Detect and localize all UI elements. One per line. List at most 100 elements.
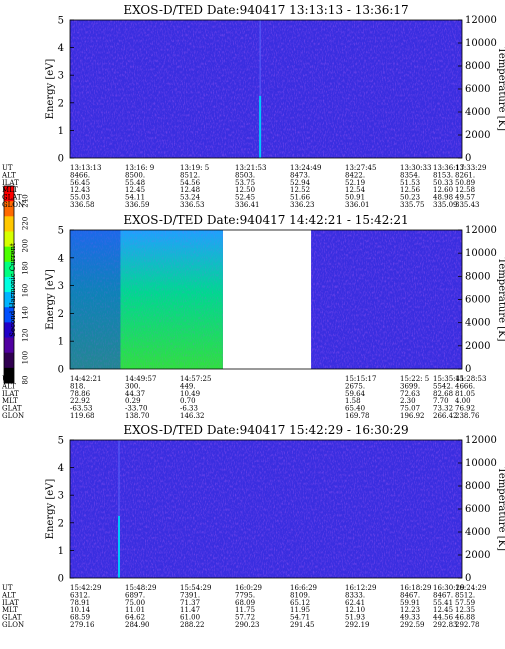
ephemeris-cell: 300. <box>125 382 141 390</box>
colorbar-scale <box>3 185 15 384</box>
y2-tick-label: 2000 <box>465 341 490 352</box>
ephemeris-cell: 8467. <box>433 591 453 599</box>
ephemeris-cell: 71.37 <box>180 599 200 607</box>
ephemeris-cell: 4.00 <box>455 397 471 405</box>
ephemeris-cell: 53.75 <box>235 179 255 187</box>
y-tick-label: 0 <box>58 365 64 376</box>
ephemeris-row-label: GLON <box>2 201 24 209</box>
y2-axis-label: Temperature [K] <box>496 47 505 131</box>
ephemeris-cell: 72.63 <box>400 390 420 398</box>
ephemeris-row-label: MLT <box>2 186 18 194</box>
ephemeris-cell: 49.57 <box>455 194 475 202</box>
colorbar-tick-label: 120 <box>22 329 30 342</box>
ephemeris-table: UTALTILATMLTGLATGLON13:13:138466.56.4512… <box>1 164 486 209</box>
ephemeris-cell: 12.52 <box>290 186 310 194</box>
ephemeris-cell: 3699. <box>400 382 420 390</box>
ephemeris-cell: 55.48 <box>125 179 145 187</box>
ephemeris-cell: 51.53 <box>400 179 420 187</box>
ephemeris-cell: 13:30:33 <box>400 164 431 172</box>
ephemeris-cell: 46.88 <box>455 614 475 622</box>
y2-tick-label: 8000 <box>465 271 490 282</box>
colorbar-swatch <box>4 201 14 217</box>
y2-tick-label: 2000 <box>465 130 490 141</box>
ephemeris-cell: 22.92 <box>70 397 90 405</box>
ephemeris-cell: 335.75 <box>400 201 425 209</box>
ephemeris-cell: 64.62 <box>125 614 145 622</box>
ephemeris-cell: 335.09 <box>433 201 458 209</box>
ephemeris-cell: 12.54 <box>345 186 366 194</box>
ephemeris-cell: 82.68 <box>433 390 453 398</box>
colorbar-swatch <box>4 216 14 232</box>
ephemeris-cell: 238.76 <box>455 412 480 420</box>
left-axis: 0 1 2 3 4 5 Energy [eV] <box>45 226 74 376</box>
y2-tick-label: 0 <box>465 573 471 584</box>
y2-tick-label: 8000 <box>465 481 490 492</box>
ephemeris-cell: 15:28:53 <box>455 375 486 383</box>
ephemeris-cell: 13:13:13 <box>70 164 101 172</box>
colorbar-swatch <box>4 186 14 202</box>
ephemeris-cell: 68.59 <box>70 614 90 622</box>
left-axis: 0 1 2 3 4 5 Energy [eV] <box>45 16 74 165</box>
ephemeris-cell: 57.59 <box>455 599 475 607</box>
ephemeris-cell: 62.41 <box>345 599 365 607</box>
ephemeris-row-label: MLT <box>2 606 18 614</box>
ephemeris-cell: 336.23 <box>290 201 315 209</box>
ephemeris-cell: 8153. <box>433 171 453 179</box>
y2-axis-label: Temperature [K] <box>496 467 505 551</box>
ephemeris-cell: 12.58 <box>455 186 475 194</box>
ephemeris-cell: 12.45 <box>433 606 453 614</box>
heatmap-band-texture <box>70 230 223 369</box>
panel-title: EXOS-D/TED Date:940417 15:42:29 - 16:30:… <box>123 423 408 437</box>
ephemeris-row-label: GLAT <box>2 194 22 202</box>
ephemeris-cell: 13:33:29 <box>455 164 486 172</box>
y2-axis-label: Temperature [K] <box>496 258 505 342</box>
ephemeris-cell: 0.70 <box>180 397 196 405</box>
ephemeris-cell: 0.29 <box>125 397 141 405</box>
ephemeris-cell: 10.49 <box>180 390 200 398</box>
ephemeris-cell: 15:22: 5 <box>400 375 429 383</box>
ephemeris-cell: 12.60 <box>433 186 453 194</box>
ephemeris-cell: 8467. <box>400 591 420 599</box>
colorbar-tick-label: 100 <box>22 351 30 364</box>
ephemeris-cell: 15:42:29 <box>70 584 101 592</box>
ephemeris-cell: 59.91 <box>400 599 420 607</box>
ephemeris-cell: 449. <box>180 382 196 390</box>
ephemeris-cell: 12.23 <box>400 606 420 614</box>
ephemeris-cell: 78.91 <box>70 599 90 607</box>
colorbar-swatch <box>4 231 14 248</box>
y2-tick-label: 8000 <box>465 61 490 72</box>
colorbar: Second Harmonic Current 240 220 200 180 160 1… <box>3 185 30 385</box>
ephemeris-cell: 292.59 <box>400 621 425 629</box>
ephemeris-cell: 6312. <box>70 591 90 599</box>
ephemeris-row-label: GLAT <box>2 614 22 622</box>
y2-tick-label: 12000 <box>465 15 497 26</box>
ephemeris-cell: 61.00 <box>180 614 200 622</box>
y-tick-label: 1 <box>58 126 64 137</box>
ephemeris-cell: 336.59 <box>125 201 150 209</box>
ephemeris-cell: 12.35 <box>455 606 475 614</box>
ephemeris-cell: 11.95 <box>290 606 310 614</box>
colorbar-tick-label: 80 <box>22 376 30 385</box>
y-tick-label: 5 <box>58 226 64 237</box>
ephemeris-cell: 336.53 <box>180 201 205 209</box>
colorbar-label: Second Harmonic Current <box>9 243 17 337</box>
ephemeris-cell: 10.14 <box>70 606 91 614</box>
ephemeris-cell: -33.70 <box>125 405 147 413</box>
y-tick-label: 2 <box>58 98 64 109</box>
panel-2: EXOS-D/TED Date:940417 14:42:21 - 15:42:… <box>1 213 505 420</box>
ephemeris-cell: 44.37 <box>125 390 145 398</box>
ephemeris-cell: 11.75 <box>235 606 255 614</box>
ephemeris-cell: 13:36:17 <box>433 164 464 172</box>
y-axis-label: Energy [eV] <box>45 269 56 330</box>
ephemeris-row-label: GLON <box>2 621 24 629</box>
y-tick-label: 0 <box>58 574 64 585</box>
ephemeris-row-label: ILAT <box>2 179 19 187</box>
ephemeris-cell: 8512. <box>180 171 200 179</box>
y2-tick-label: 0 <box>465 364 471 375</box>
ephemeris-cell: 16:30:29 <box>433 584 464 592</box>
y2-tick-label: 6000 <box>465 84 490 95</box>
ephemeris-cell: 2.30 <box>400 397 416 405</box>
ephemeris-cell: 292.83 <box>433 621 458 629</box>
y-tick-label: 4 <box>58 463 64 474</box>
ephemeris-cell: 51.93 <box>345 614 365 622</box>
